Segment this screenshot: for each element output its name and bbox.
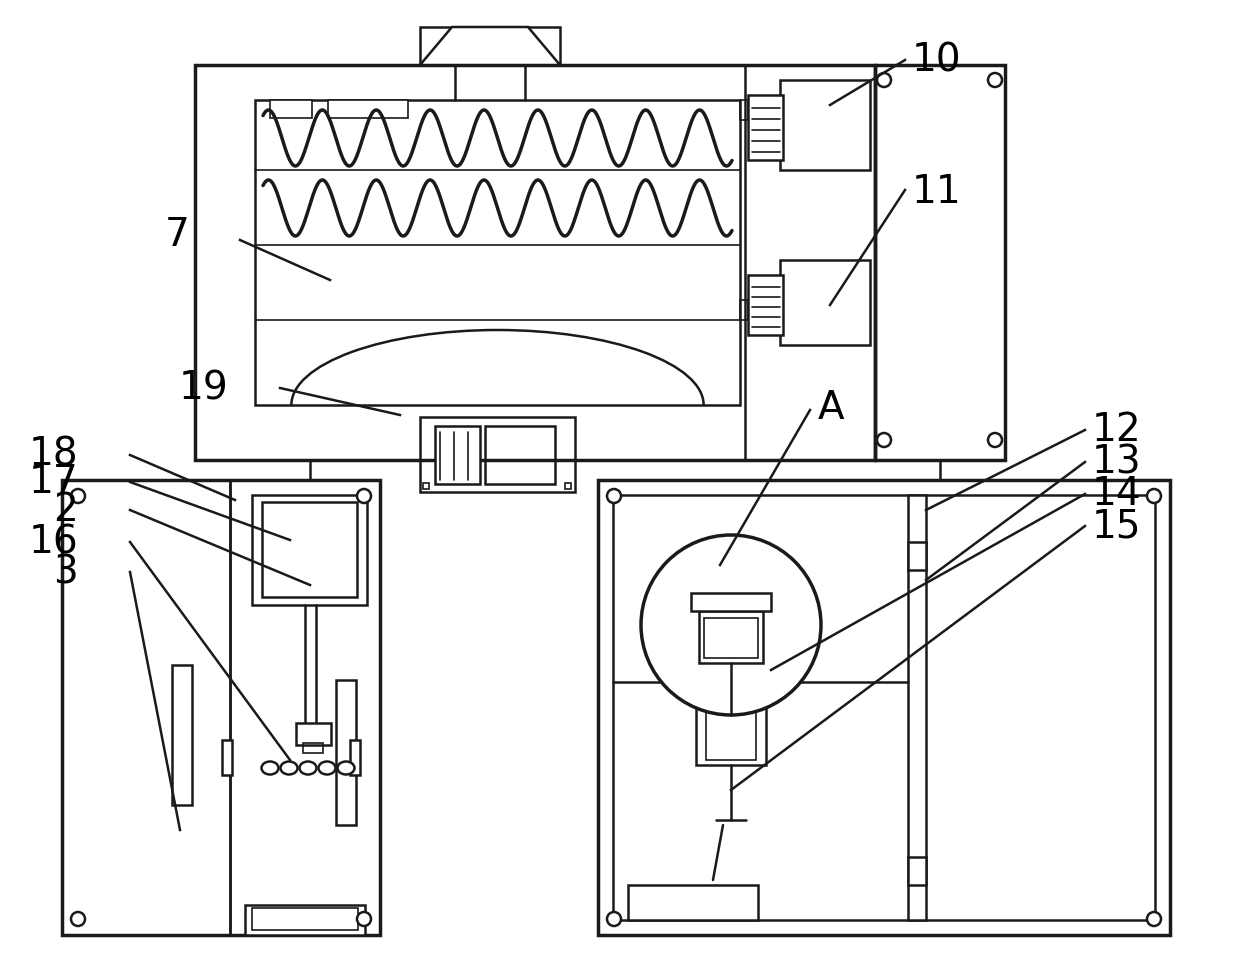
Polygon shape [420, 27, 560, 65]
Bar [423, 483, 429, 489]
Bar [748, 275, 782, 335]
Bar [229, 480, 379, 935]
Bar [303, 743, 322, 753]
Circle shape [877, 73, 892, 87]
Bar [62, 480, 379, 935]
Bar [704, 618, 758, 658]
Bar [740, 100, 748, 120]
Bar [350, 740, 360, 775]
Bar [485, 426, 556, 484]
Circle shape [608, 489, 621, 503]
Bar [246, 905, 365, 935]
Bar [699, 611, 763, 663]
Circle shape [641, 535, 821, 715]
Circle shape [608, 912, 621, 926]
Text: 19: 19 [179, 369, 228, 407]
Circle shape [877, 433, 892, 447]
Text: 14: 14 [1092, 475, 1142, 513]
Text: 12: 12 [1092, 411, 1142, 449]
Bar [908, 542, 926, 570]
Circle shape [988, 433, 1002, 447]
Circle shape [71, 912, 86, 926]
Circle shape [357, 912, 371, 926]
Bar [435, 426, 480, 484]
Text: 3: 3 [53, 553, 78, 591]
Bar [908, 495, 926, 920]
Bar [598, 480, 1171, 935]
Bar [420, 417, 575, 492]
Bar [613, 495, 1154, 920]
Bar [875, 65, 1004, 460]
Ellipse shape [300, 761, 316, 775]
Ellipse shape [262, 761, 279, 775]
Bar [780, 80, 870, 170]
Bar [740, 300, 748, 320]
Text: 18: 18 [29, 436, 78, 474]
Bar [780, 260, 870, 345]
Bar [255, 100, 740, 405]
Bar [172, 665, 192, 805]
Bar [296, 723, 331, 745]
Bar [336, 680, 356, 825]
Text: 16: 16 [29, 523, 78, 561]
Text: 17: 17 [29, 463, 78, 501]
Circle shape [988, 73, 1002, 87]
Bar [627, 885, 758, 920]
Bar [691, 593, 771, 611]
Bar [262, 502, 357, 597]
Bar [195, 65, 875, 460]
Bar [329, 100, 408, 118]
Bar [696, 690, 766, 765]
Text: 2: 2 [53, 491, 78, 529]
Bar [908, 857, 926, 885]
Text: 10: 10 [911, 41, 962, 79]
Bar [222, 740, 232, 775]
Ellipse shape [280, 761, 298, 775]
Bar [565, 483, 570, 489]
Bar [270, 100, 312, 118]
Text: A: A [818, 389, 844, 427]
Bar [252, 908, 358, 930]
Text: 7: 7 [165, 216, 190, 254]
Bar [748, 95, 782, 160]
Text: 15: 15 [1092, 507, 1142, 545]
Bar [252, 495, 367, 605]
Circle shape [71, 489, 86, 503]
Circle shape [1147, 489, 1161, 503]
Text: 11: 11 [911, 173, 962, 211]
Ellipse shape [319, 761, 336, 775]
Text: 13: 13 [1092, 443, 1142, 481]
Bar [706, 695, 756, 760]
Ellipse shape [337, 761, 355, 775]
Circle shape [357, 489, 371, 503]
Bar [420, 27, 560, 65]
Circle shape [1147, 912, 1161, 926]
